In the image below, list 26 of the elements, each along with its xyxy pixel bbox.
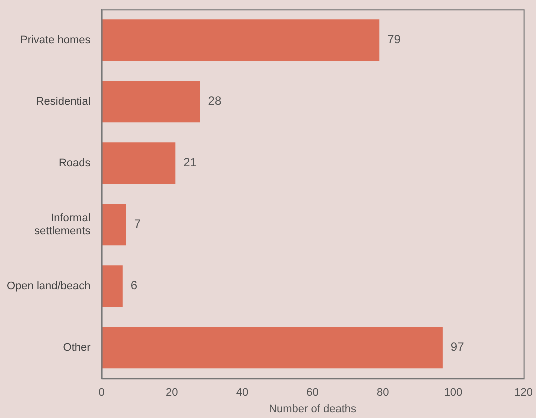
x-tick-label: 60 — [306, 387, 319, 400]
data-label: 97 — [450, 340, 465, 354]
bar — [102, 142, 176, 184]
data-label: 7 — [134, 217, 142, 232]
y-tick-label: Informal settlements — [34, 212, 92, 238]
x-tick-label: 0 — [98, 387, 105, 400]
x-tick-label: 120 — [514, 387, 534, 400]
x-axis-title: Number of deaths — [269, 403, 358, 416]
y-tick-label: Roads — [58, 157, 92, 170]
bar — [102, 20, 380, 62]
y-tick-label: Other — [63, 342, 92, 354]
bar — [102, 204, 126, 246]
bar — [102, 266, 123, 308]
bar — [102, 81, 200, 123]
x-tick-label: 80 — [377, 387, 390, 400]
bar — [102, 327, 443, 369]
data-label: 6 — [130, 278, 138, 293]
x-tick-label: 100 — [444, 387, 463, 400]
y-tick-label: Open land/beach — [6, 280, 91, 292]
data-label: 21 — [184, 156, 198, 170]
x-tick-label: 40 — [236, 387, 249, 400]
y-tick-label: Private homes — [20, 34, 92, 46]
data-label: 79 — [388, 32, 402, 47]
x-tick-label: 20 — [166, 387, 178, 400]
data-label: 28 — [208, 94, 222, 108]
y-tick-label: Residential — [36, 96, 91, 108]
